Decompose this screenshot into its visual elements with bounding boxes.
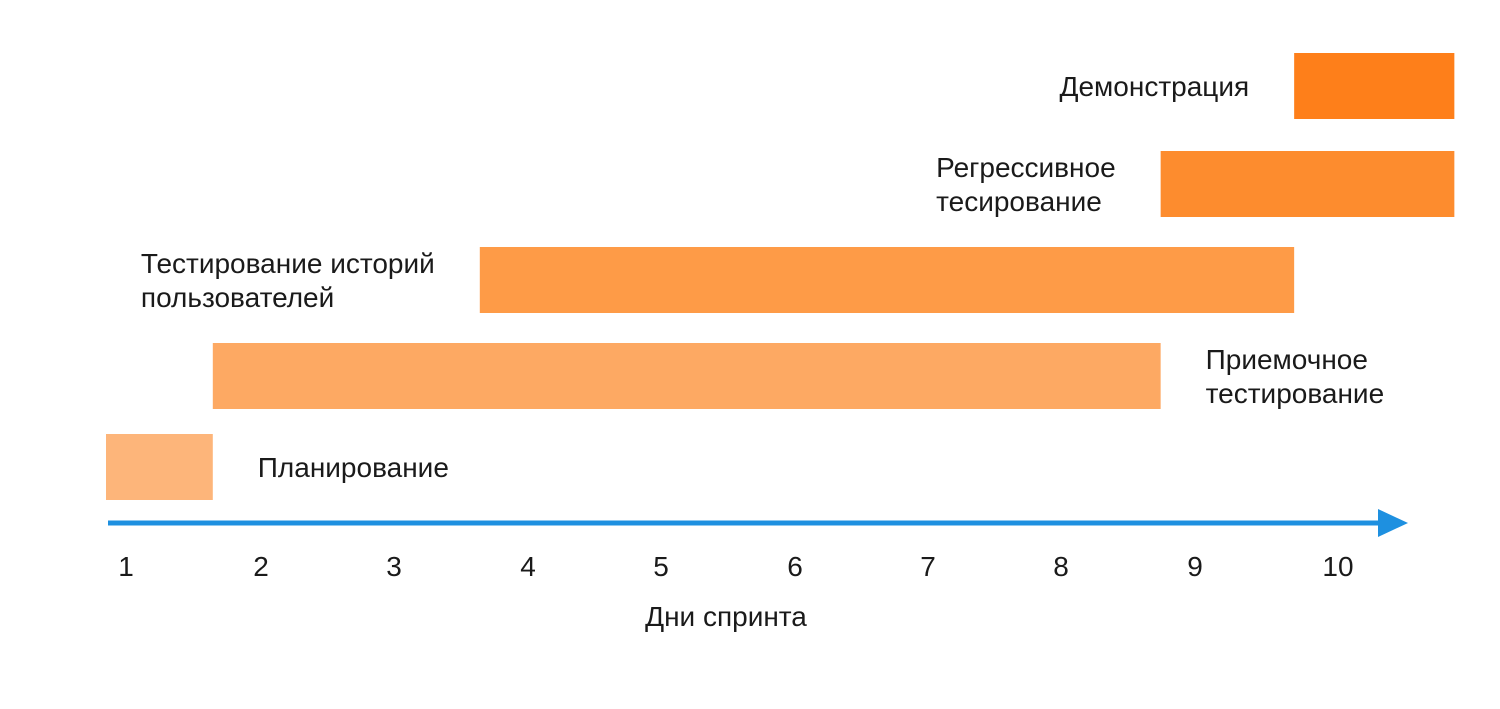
x-axis [108,509,1408,537]
x-tick-label: 4 [520,551,536,582]
x-axis-arrowhead [1378,509,1408,537]
task-label: Планирование [258,452,449,483]
x-tick-label: 9 [1187,551,1203,582]
x-tick-label: 8 [1053,551,1069,582]
x-tick-label: 5 [653,551,669,582]
bars-layer [106,53,1455,500]
task-bar [212,343,1161,409]
x-axis-title: Дни спринта [645,601,807,632]
task-bar [1294,53,1455,119]
task-labels-layer: Планирование Приемочное тестирование Тестир… [141,71,1384,483]
x-tick-label: 1 [118,551,134,582]
task-label: Приемочное тестирование [1206,344,1385,409]
x-tick-label: 2 [253,551,269,582]
task-bar [1160,151,1455,217]
x-tick-label: 3 [386,551,402,582]
task-label: Регрессивное тесирование [936,152,1116,217]
task-label: Демонстрация [1060,71,1250,102]
task-bar [106,434,213,500]
x-tick-label: 7 [920,551,936,582]
task-bar [479,247,1295,313]
x-tick-label: 10 [1322,551,1353,582]
task-label: Тестирование историй пользователей [141,248,435,313]
x-tick-labels: 1 2 3 4 5 6 7 8 9 10 [118,551,1353,582]
x-tick-label: 6 [787,551,803,582]
